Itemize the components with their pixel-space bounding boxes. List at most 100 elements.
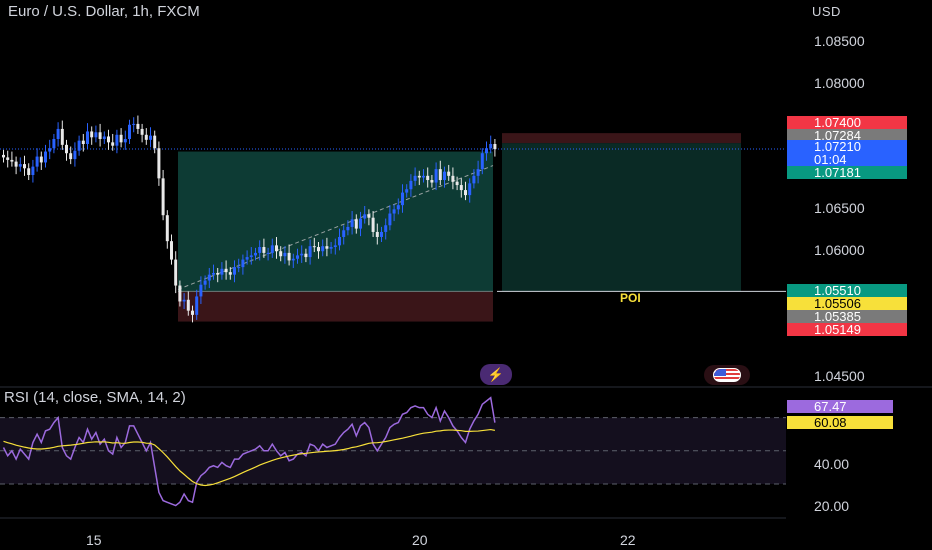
candle-body xyxy=(111,142,115,146)
projection-target-zone xyxy=(502,143,741,292)
candle-body xyxy=(401,192,404,206)
candle-body xyxy=(86,131,89,145)
candle-body xyxy=(455,181,459,186)
candle-body xyxy=(279,251,283,257)
poi-label: POI xyxy=(620,291,641,305)
candle-body xyxy=(485,148,488,154)
rsi-tick: 20.00 xyxy=(814,498,850,514)
candle-body xyxy=(237,267,241,269)
price-tag-long-target: 1.07181 xyxy=(787,166,907,179)
candle-body xyxy=(216,272,220,275)
candle-body xyxy=(417,175,421,178)
candle-body xyxy=(329,247,333,249)
bar-countdown: 01:04 xyxy=(787,153,907,166)
price-tick: 1.06000 xyxy=(814,242,865,258)
price-tick: 1.08500 xyxy=(814,33,865,49)
candle-body xyxy=(191,310,194,315)
candle-body xyxy=(392,209,396,214)
candle-body xyxy=(245,257,249,260)
candle-body xyxy=(157,148,161,179)
candle-body xyxy=(65,144,68,154)
candle-body xyxy=(317,247,320,252)
candle-body xyxy=(182,299,186,302)
candle-body xyxy=(174,259,178,286)
rsi-tick: 40.00 xyxy=(814,456,850,472)
lightning-icon[interactable]: ⚡ xyxy=(480,364,512,385)
candle-body xyxy=(10,159,14,162)
candle-body xyxy=(354,219,358,229)
candle-body xyxy=(207,274,211,281)
rsi-line xyxy=(2,396,496,507)
candle-body xyxy=(165,215,169,242)
candle-body xyxy=(195,296,199,315)
price-tag-stop: 1.05149 xyxy=(787,323,907,336)
candle-body xyxy=(350,219,354,227)
candle-body xyxy=(94,132,98,138)
candle-body xyxy=(52,138,56,149)
candle-body xyxy=(27,168,31,175)
candle-body xyxy=(119,134,123,143)
candle-body xyxy=(266,252,270,254)
candle-body xyxy=(459,185,463,191)
candle-body xyxy=(258,247,262,253)
candle-body xyxy=(203,280,207,285)
price-tick: 1.08000 xyxy=(814,75,865,91)
candle-body xyxy=(480,153,484,170)
candle-body xyxy=(333,245,337,248)
candle-body xyxy=(338,236,341,246)
candle-body xyxy=(233,267,236,275)
candle-body xyxy=(178,285,182,302)
candle-body xyxy=(144,134,148,140)
candle-body xyxy=(464,190,467,196)
price-tag-poi: 1.05506 xyxy=(787,297,907,310)
candle-body xyxy=(35,156,39,167)
candle-body xyxy=(308,246,312,258)
rsi-sma-line xyxy=(3,428,496,487)
rsi-value-tag: 67.47 xyxy=(787,400,893,413)
price-tag-target: 1.07400 xyxy=(787,116,907,129)
candle-body xyxy=(18,164,22,167)
candle-body xyxy=(228,272,232,275)
candle-body xyxy=(275,245,278,252)
candle-body xyxy=(161,178,165,216)
candle-body xyxy=(136,123,140,129)
candle-body xyxy=(115,134,119,146)
candle-body xyxy=(447,171,451,176)
projection-stop-zone xyxy=(502,133,741,144)
candle-body xyxy=(371,217,375,232)
candle-body xyxy=(39,156,43,163)
candle-body xyxy=(363,214,367,219)
candle-body xyxy=(409,180,413,190)
candle-body xyxy=(128,124,131,139)
candle-body xyxy=(60,128,64,145)
candle-body xyxy=(14,161,18,167)
candle-body xyxy=(291,258,295,261)
candle-body xyxy=(375,231,379,237)
candle-body xyxy=(262,247,266,253)
us-flag-icon[interactable] xyxy=(704,365,750,385)
chart-title: Euro / U.S. Dollar, 1h, FXCM xyxy=(8,3,200,20)
candle-body xyxy=(434,169,438,183)
candle-body xyxy=(132,123,136,125)
candle-body xyxy=(300,253,304,256)
candle-body xyxy=(56,128,60,139)
candle-body xyxy=(312,246,316,248)
candle-body xyxy=(73,150,77,160)
candle-body xyxy=(81,140,85,145)
candle-body xyxy=(380,231,383,237)
price-tag-entry: 1.05510 xyxy=(787,284,907,297)
candle-body xyxy=(44,151,47,163)
price-tag-high: 1.07284 xyxy=(787,129,907,142)
candle-body xyxy=(48,148,52,152)
candle-body xyxy=(98,132,102,139)
candle-body xyxy=(186,299,190,311)
candle-body xyxy=(438,169,442,181)
candle-body xyxy=(422,175,425,178)
candle-body xyxy=(493,144,497,150)
candle-body xyxy=(170,241,173,260)
candle-body xyxy=(270,245,274,253)
candle-body xyxy=(325,246,329,249)
candle-body xyxy=(90,131,94,138)
candle-body xyxy=(23,164,26,169)
